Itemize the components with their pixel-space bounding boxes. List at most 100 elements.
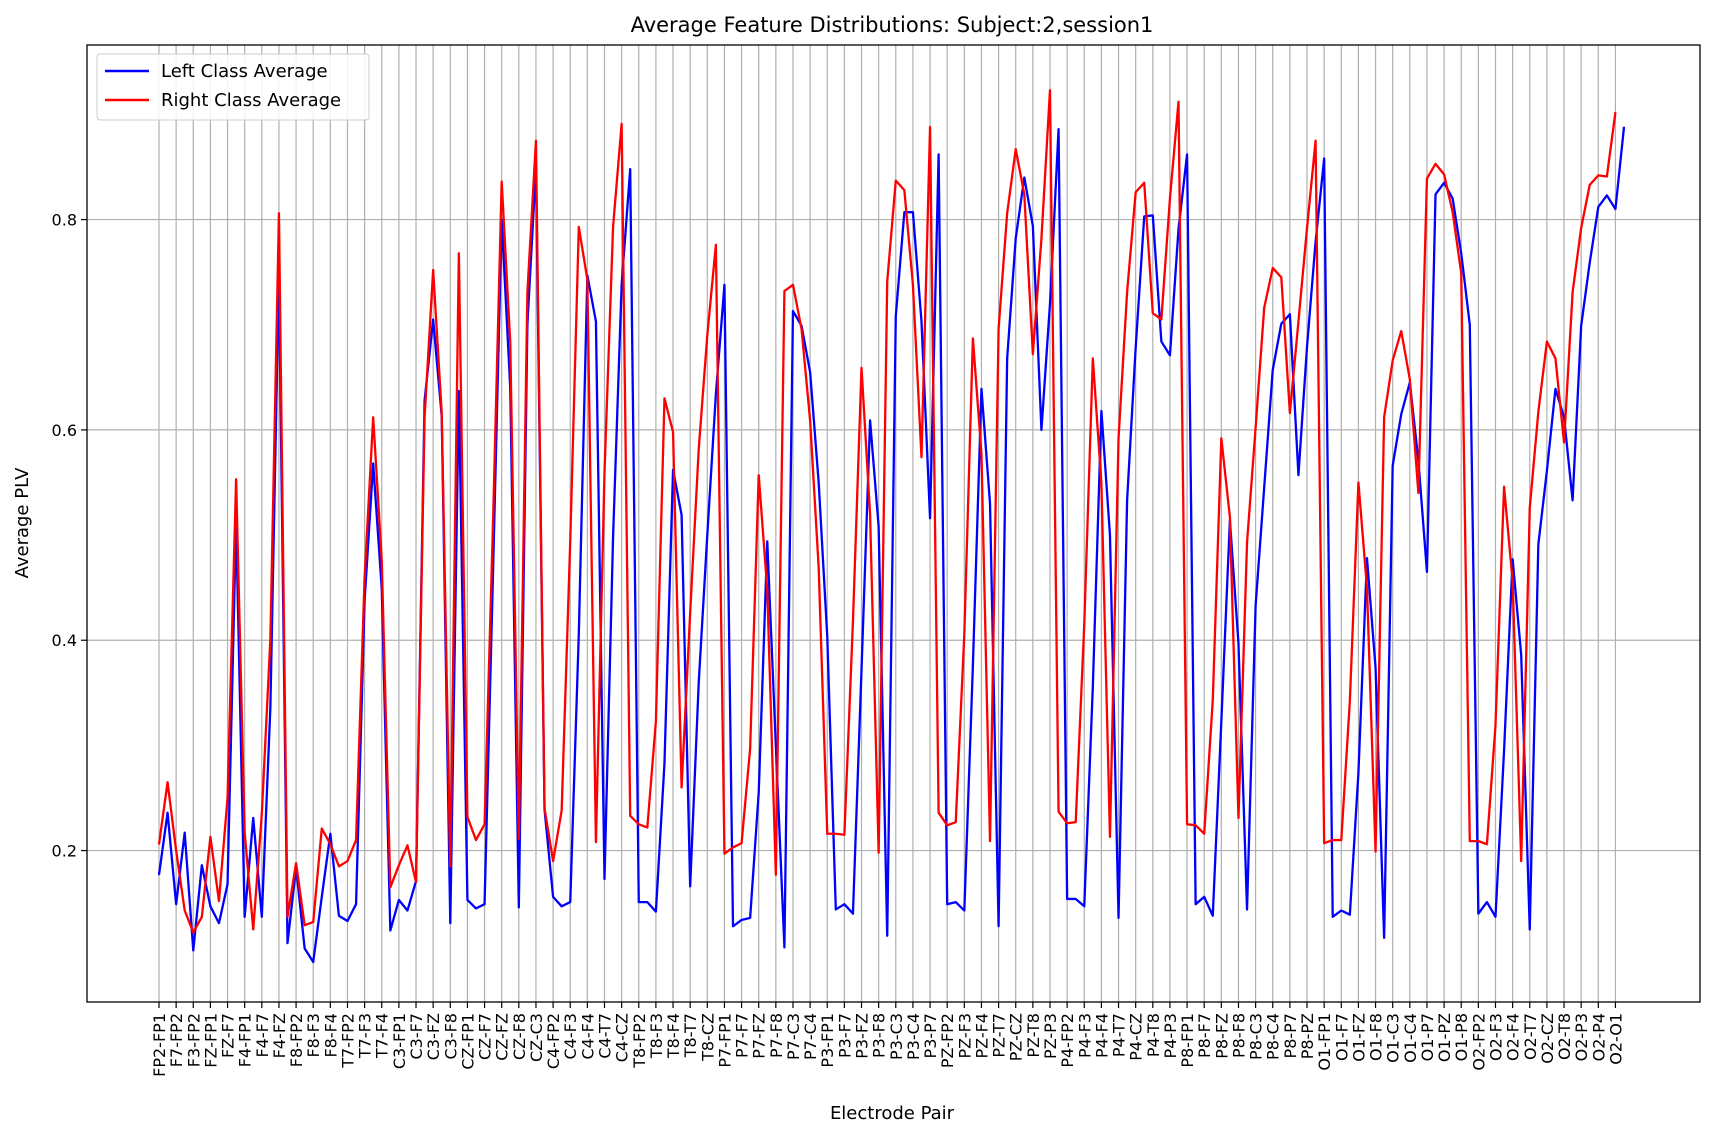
data-point [1297,474,1300,476]
data-point [1443,182,1445,184]
data-point [1460,252,1462,254]
x-tick-label: O1-C4 [1401,1013,1420,1063]
data-point [1623,126,1625,128]
x-tick-label: P4-T7 [1110,1013,1129,1057]
data-point [946,824,948,826]
data-point [972,664,974,667]
data-point [1117,437,1120,439]
x-tick-label: C3-F8 [441,1013,460,1060]
data-point [758,792,760,794]
x-tick-label: O1-FP1 [1315,1013,1334,1071]
x-tick-label: O1-P7 [1418,1013,1437,1061]
data-point [800,328,803,330]
data-point [1529,507,1531,509]
x-tick-label: O2-T8 [1555,1013,1574,1060]
data-point [1135,191,1137,193]
data-point [775,744,777,747]
x-tick-label: P8-F8 [1229,1013,1248,1058]
data-point [1289,313,1291,315]
data-point [938,153,940,155]
data-point [1614,208,1617,210]
x-tick-label: P4-P3 [1161,1013,1180,1058]
data-point [1040,429,1043,431]
data-point [201,916,203,918]
x-tick-label: P7-FP1 [715,1013,734,1068]
data-point [389,929,391,932]
data-point [466,899,469,901]
x-tick-label: P4-FP2 [1058,1013,1077,1068]
data-point [1186,153,1188,155]
data-point [663,397,666,399]
data-point [372,416,374,418]
data-point [535,140,537,142]
data-point [1246,541,1248,544]
data-point [1143,215,1145,218]
data-point [252,817,254,819]
data-point [166,812,169,814]
data-point [218,922,220,924]
data-point [672,431,674,433]
data-point [886,281,888,283]
data-point [1255,427,1257,429]
data-point [809,371,811,373]
data-point [1263,487,1265,489]
x-tick-label: P3-F8 [870,1013,889,1058]
data-point [809,419,811,422]
data-point [903,211,905,213]
x-tick-label: T8-T7 [681,1013,700,1058]
legend-label-left: Left Class Average [161,61,328,82]
x-tick-label: F8-F4 [321,1013,340,1058]
data-point [912,211,914,213]
data-point [329,833,331,835]
data-point [458,390,460,392]
data-point [1152,312,1154,314]
data-point [1117,917,1120,919]
data-point [1340,909,1342,912]
data-point [621,284,623,286]
data-point [406,844,409,846]
data-point [1614,111,1617,113]
x-tick-label: F4-FP1 [236,1013,255,1067]
data-point [1023,176,1025,179]
data-point [895,315,897,317]
x-tick-label: O1-C3 [1384,1013,1403,1063]
data-point [1323,157,1325,160]
x-tick-label: PZ-T8 [1024,1013,1043,1058]
data-point [518,838,520,840]
x-tick-label: PZ-T7 [990,1013,1009,1058]
x-tick-label: CZ-FP1 [458,1013,477,1070]
data-point [920,456,923,458]
data-point [1143,182,1145,184]
data-point [226,883,229,885]
x-tick-label: P8-C3 [1247,1013,1266,1060]
data-point [1546,470,1548,472]
x-tick-label: C4-T7 [595,1013,614,1059]
data-point [1255,604,1257,607]
data-point [775,874,777,876]
data-point [1512,558,1514,560]
data-point [629,168,631,170]
x-tick-label: P3-C3 [887,1013,906,1060]
data-point [1332,916,1334,918]
x-tick-label: P8-C4 [1264,1013,1283,1060]
data-point [1606,194,1608,196]
x-tick-label: P8-F7 [1195,1013,1214,1058]
data-point [1272,369,1274,371]
data-point [261,916,263,918]
data-point [963,909,965,912]
legend-box [96,53,370,121]
data-point [1100,410,1102,412]
data-point [1589,262,1591,264]
data-point [398,899,400,901]
data-point [286,942,289,944]
data-point [184,832,186,834]
data-point [818,567,820,569]
data-point [364,576,366,578]
data-point [158,843,160,845]
x-tick-label: C3-F7 [407,1013,426,1060]
data-point [1306,346,1308,348]
data-point [612,226,614,228]
x-tick-label: P7-F7 [733,1013,752,1058]
data-point [689,885,691,887]
x-tick-label: PZ-P3 [1041,1013,1060,1059]
